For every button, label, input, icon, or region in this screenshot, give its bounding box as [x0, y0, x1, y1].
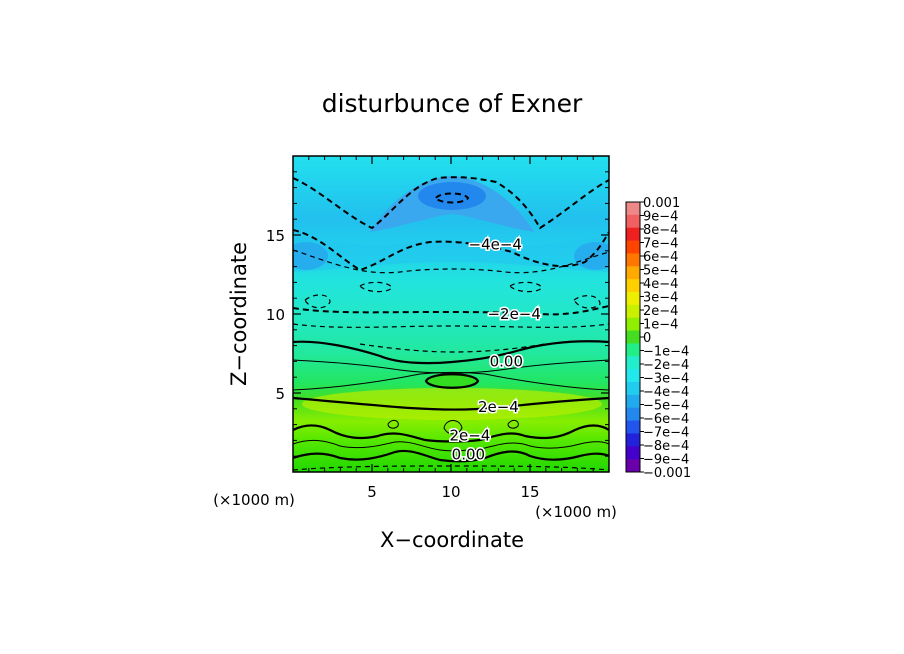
contour-dashed-10: [293, 323, 609, 328]
blue-core-top: [418, 182, 486, 210]
y-axis-title: Z−coordinate: [227, 242, 251, 386]
y-tick-label: 5: [275, 385, 285, 403]
colorbar-label: −3e−4: [643, 372, 689, 387]
colorbar-label: 7e−4: [643, 237, 678, 252]
colorbar-swatch: [626, 292, 640, 306]
x-tick-label: 5: [367, 483, 377, 501]
colorbar-swatch: [626, 420, 640, 434]
contour-label: 0.00: [452, 446, 485, 464]
contour-label: 2e−4: [478, 398, 519, 416]
colorbar-label: 2e−4: [643, 304, 678, 319]
yellow-patch: [302, 388, 602, 420]
contour-label: −4e−4: [469, 235, 522, 253]
contour-dashed-1: [293, 176, 609, 230]
colorbar-swatch: [626, 214, 640, 229]
colorbar-label: −1e−4: [643, 345, 689, 360]
colorbar-swatch: [626, 304, 640, 319]
x-tick-label: 10: [441, 483, 460, 501]
contour-solid-8: [507, 419, 519, 429]
contour-solid-6: [443, 420, 463, 435]
colorbar-swatch: [626, 279, 640, 293]
colorbar-label: −7e−4: [643, 426, 689, 441]
contour-dashed-12: [293, 465, 609, 471]
contour-solid-11: [293, 449, 609, 463]
x-axis-title: X−coordinate: [380, 528, 524, 552]
contour-dashed-3: [293, 229, 609, 272]
x-units-label: (×1000 m): [535, 503, 617, 521]
colorbar-swatch: [626, 369, 640, 383]
contour-solid-5: [293, 396, 609, 411]
colorbar-label: 3e−4: [643, 291, 678, 306]
y-tick-label: 15: [266, 227, 285, 245]
colorbar-label: 9e−4: [643, 210, 678, 225]
contour-dashed-2: [434, 192, 470, 204]
contour-solid-1: [293, 340, 609, 365]
colorbar-swatch: [626, 240, 640, 254]
colorbar-swatch: [626, 382, 640, 396]
contour-dashed-4: [293, 249, 609, 274]
colorbar-label: 4e−4: [643, 277, 678, 292]
colorbar-swatch: [626, 330, 640, 344]
contour-dashed-7: [573, 295, 601, 309]
contour-solid-4: [293, 372, 609, 391]
colorbar-swatch: [626, 202, 640, 216]
colorbar-swatch: [626, 343, 640, 357]
contour-dashed-9: [509, 281, 543, 293]
contour-dashed-11: [359, 343, 546, 353]
contour-solid-7: [387, 419, 399, 429]
colorbar-label: −9e−4: [643, 453, 689, 468]
colorbar-swatch: [626, 253, 640, 267]
contour-solid-9: [293, 424, 609, 443]
colorbar-swatch: [626, 407, 640, 421]
colorbar-swatch: [626, 446, 640, 460]
z-units-label: (×1000 m): [213, 491, 295, 509]
x-tick-label: 15: [520, 483, 539, 501]
colorbar-swatch: [626, 459, 640, 473]
colorbar-swatch: [626, 394, 640, 409]
colorbar-label: 0: [643, 331, 651, 346]
colorbar-swatch: [626, 266, 640, 280]
colorbar-label: −2e−4: [643, 358, 689, 373]
contour-solid-3: [424, 373, 480, 389]
colorbar-label: −0.001: [643, 466, 691, 481]
contour-dashed-6: [304, 294, 331, 309]
green-blob: [426, 373, 478, 389]
contour-solid-10: [293, 439, 609, 452]
colorbar-swatch: [626, 227, 640, 241]
contour-label: 0.00: [490, 352, 523, 370]
chart-title: disturbunce of Exner: [322, 89, 583, 118]
colorbar-label: 1e−4: [643, 318, 678, 333]
colorbar-swatch: [626, 433, 640, 447]
colorbar-swatch: [626, 356, 640, 370]
contour-dashed-8: [359, 281, 393, 293]
colorbar-label: 6e−4: [643, 250, 678, 265]
colorbar-label: 0.001: [643, 196, 680, 211]
contour-solid-2: [293, 359, 609, 374]
colorbar-label: −8e−4: [643, 439, 689, 454]
colorbar-label: 5e−4: [643, 264, 678, 279]
mid-blue-band: [293, 236, 609, 272]
y-tick-label: 10: [266, 306, 285, 324]
colorbar-label: −6e−4: [643, 412, 689, 427]
colorbar: 0.0019e−48e−47e−46e−45e−44e−43e−42e−41e−…: [625, 196, 691, 481]
colorbar-label: −4e−4: [643, 385, 689, 400]
colorbar-label: 8e−4: [643, 223, 678, 238]
colorbar-swatch: [626, 317, 640, 331]
contour-label: −2e−4: [487, 305, 540, 323]
colorbar-label: −5e−4: [643, 399, 689, 414]
contour-label: 2e−4: [450, 427, 491, 445]
